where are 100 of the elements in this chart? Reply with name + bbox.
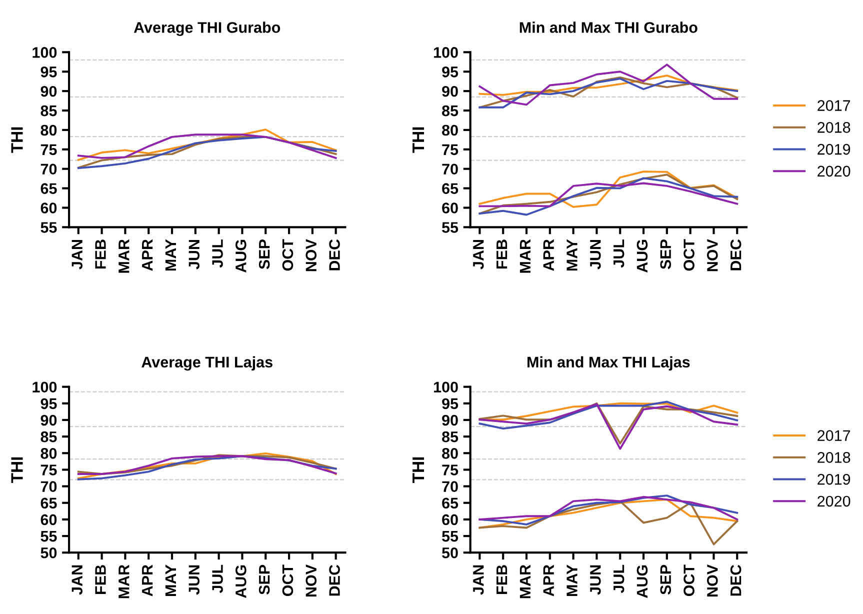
legend-label: 2018 xyxy=(818,122,850,133)
y-tick-label: 65 xyxy=(40,183,57,194)
x-tick-label: NOV xyxy=(707,239,718,272)
x-tick-label: FEB xyxy=(496,240,508,269)
legend-label: 2019 xyxy=(818,474,850,485)
x-tick-label: AUG xyxy=(236,240,246,273)
y-axis-title: THI xyxy=(11,127,23,153)
x-tick-label: OCT xyxy=(684,239,694,271)
x-tick-label: JAN xyxy=(72,240,82,270)
x-tick-label: SEP xyxy=(660,564,672,595)
x-tick-label: JUN xyxy=(590,565,601,595)
x-tick-label: NOV xyxy=(707,564,718,596)
y-tick-label: 85 xyxy=(40,105,57,116)
y-tick-label: 85 xyxy=(442,431,458,442)
x-tick-label: JUL xyxy=(212,564,223,594)
y-tick-label: 95 xyxy=(442,66,458,78)
line-series xyxy=(478,500,738,546)
x-tick-label: JAN xyxy=(473,565,484,595)
x-tick-label: MAY xyxy=(566,239,578,271)
y-axis-title: THI xyxy=(412,127,424,153)
legend-label: 2017 xyxy=(818,100,850,111)
x-tick-label: OCT xyxy=(282,564,294,596)
x-tick-label: APR xyxy=(142,564,153,596)
y-tick-label: 75 xyxy=(40,464,57,476)
chart-title: Min and Max THI Lajas xyxy=(528,356,690,371)
x-tick-label: APR xyxy=(543,239,554,271)
y-tick-label: 55 xyxy=(442,531,458,542)
x-tick-label: DEC xyxy=(329,564,340,596)
x-tick-label: JUN xyxy=(188,565,200,595)
y-tick-label: 95 xyxy=(442,398,458,410)
y-tick-label: 60 xyxy=(40,202,57,214)
line-series xyxy=(478,74,738,96)
line-series xyxy=(77,128,337,161)
x-tick-label: JAN xyxy=(473,240,484,270)
y-tick-label: 100 xyxy=(32,47,57,58)
chart-title: Min and Max THI Gurabo xyxy=(520,22,698,33)
legend-label: 2020 xyxy=(818,496,850,507)
y-tick-label: 90 xyxy=(40,414,57,426)
y-tick-label: 90 xyxy=(442,86,458,97)
x-tick-label: SEP xyxy=(660,240,672,270)
x-tick-label: MAR xyxy=(118,239,130,273)
x-tick-label: JAN xyxy=(72,565,82,595)
y-tick-label: 90 xyxy=(40,86,57,97)
y-tick-label: 100 xyxy=(434,382,458,393)
x-tick-label: SEP xyxy=(258,564,270,595)
y-tick-label: 80 xyxy=(442,124,458,136)
y-tick-label: 65 xyxy=(442,183,458,194)
y-tick-label: 100 xyxy=(434,47,458,58)
y-axis-title: THI xyxy=(11,457,23,483)
x-tick-label: AUG xyxy=(636,565,648,598)
y-tick-label: 75 xyxy=(442,464,458,476)
x-tick-label: MAY xyxy=(165,564,176,596)
y-tick-label: 60 xyxy=(442,514,458,526)
y-tick-label: 75 xyxy=(40,144,57,156)
y-axis-title: THI xyxy=(412,457,424,483)
x-tick-label: NOV xyxy=(306,239,317,272)
y-tick-label: 95 xyxy=(40,66,57,78)
x-tick-label: APR xyxy=(543,564,554,596)
y-tick-label: 90 xyxy=(442,414,458,426)
x-tick-label: JUL xyxy=(212,239,223,268)
y-tick-label: 80 xyxy=(40,448,57,459)
x-tick-label: NOV xyxy=(306,564,317,596)
x-tick-label: MAR xyxy=(520,564,530,598)
y-tick-label: 70 xyxy=(442,481,458,492)
line-series xyxy=(478,182,738,208)
line-series xyxy=(478,170,738,208)
y-tick-label: 70 xyxy=(442,164,458,175)
y-tick-label: 100 xyxy=(32,382,57,393)
x-tick-label: JUL xyxy=(614,239,624,268)
x-tick-label: MAR xyxy=(520,239,530,273)
line-series xyxy=(478,496,738,520)
y-tick-label: 95 xyxy=(40,398,57,410)
x-tick-label: MAY xyxy=(566,564,578,596)
legend-label: 2019 xyxy=(818,144,850,155)
y-tick-label: 60 xyxy=(442,202,458,214)
y-tick-label: 85 xyxy=(40,431,57,442)
y-tick-label: 55 xyxy=(40,222,57,233)
line-series xyxy=(77,134,337,159)
legend-label: 2017 xyxy=(818,430,850,441)
x-tick-label: MAR xyxy=(118,564,130,598)
x-tick-label: DEC xyxy=(329,239,340,270)
y-tick-label: 80 xyxy=(40,124,57,136)
y-tick-label: 85 xyxy=(442,105,458,116)
x-tick-label: FEB xyxy=(95,565,106,594)
y-tick-label: 80 xyxy=(442,448,458,459)
legend-label: 2020 xyxy=(818,166,850,177)
y-tick-label: 50 xyxy=(40,547,57,558)
y-tick-label: 55 xyxy=(40,531,57,542)
y-tick-label: 65 xyxy=(442,498,458,509)
x-tick-label: APR xyxy=(142,239,153,271)
line-series xyxy=(478,64,738,106)
chart-title: Average THI Lajas xyxy=(142,356,272,371)
x-tick-label: MAY xyxy=(165,239,176,271)
legend-label: 2018 xyxy=(818,452,850,463)
x-tick-label: OCT xyxy=(684,564,694,596)
x-tick-label: JUN xyxy=(188,240,200,270)
y-tick-label: 70 xyxy=(40,481,57,492)
x-tick-label: SEP xyxy=(258,240,270,270)
x-tick-label: AUG xyxy=(636,240,648,273)
x-tick-label: JUN xyxy=(590,240,601,270)
